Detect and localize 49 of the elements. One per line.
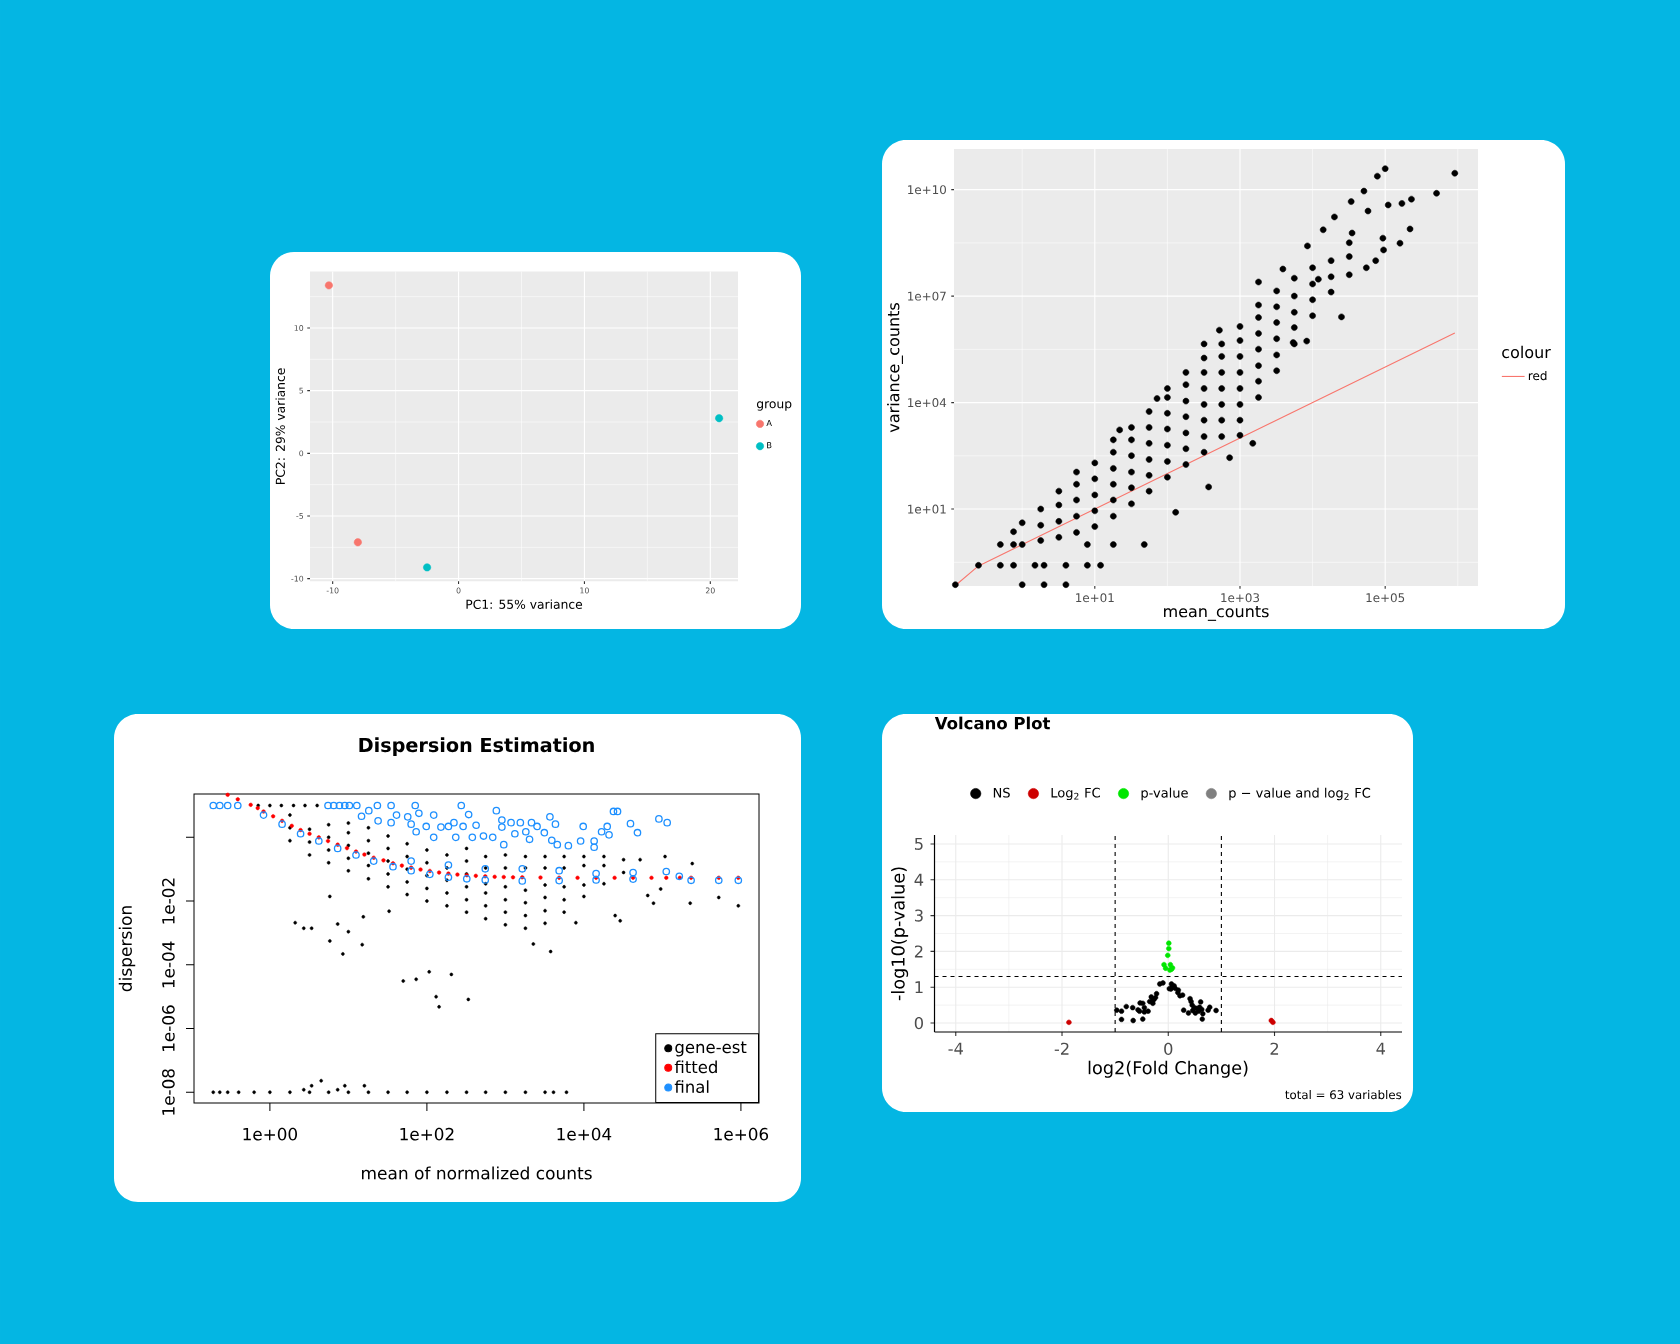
x-tick-label: 1e+04 — [557, 1127, 612, 1141]
chart-title: Dispersion Estimation — [359, 737, 594, 756]
x-tick-label: 1e+05 — [1366, 593, 1405, 603]
x-tick-label: 2 — [1270, 1042, 1279, 1055]
x-tick-label: 4 — [1376, 1042, 1386, 1055]
text: total = 63 variables — [1285, 1090, 1402, 1100]
x-tick-label: 1e+00 — [243, 1127, 297, 1141]
x-axis-title: mean of normalized counts — [362, 1166, 592, 1180]
x-axis-title: mean_counts — [1164, 605, 1269, 621]
x-tick-label: -4 — [948, 1042, 963, 1055]
y-tick-label: 1e-04 — [162, 941, 175, 988]
y-tick-label: 2 — [914, 945, 923, 958]
y-tick-label: 3 — [914, 909, 923, 922]
x-tick-label: 0 — [1164, 1042, 1173, 1055]
y-axis-title: PC2: 29% variance — [275, 368, 285, 484]
y-tick-label: 4 — [914, 873, 924, 886]
legend-label: Log$_{2}$ FC — [1051, 787, 1100, 801]
y-tick-label: 0 — [914, 1016, 923, 1030]
chart-title: Volcano Plot — [934, 716, 1051, 730]
legend-label: gene-est — [675, 1041, 747, 1057]
y-tick-label: 5 — [914, 837, 923, 850]
y-tick-label: 1e+01 — [908, 504, 946, 514]
x-tick-label: 1e+01 — [1076, 593, 1114, 603]
y-tick-label: 1e+10 — [908, 185, 946, 195]
y-axis-title: variance_counts — [887, 303, 903, 433]
legend-title: colour — [1502, 345, 1551, 359]
legend-label: A — [766, 419, 772, 426]
legend-label: NS — [993, 787, 1010, 798]
legend-title: group — [756, 401, 792, 411]
y-tick-label: 1e-02 — [162, 878, 175, 924]
legend-label: final — [674, 1080, 709, 1094]
legend-label: fitted — [674, 1060, 717, 1074]
legend-label: p − value and log$_{2}$ FC — [1229, 787, 1371, 801]
legend-label: p-value — [1141, 787, 1188, 801]
x-tick-label: -2 — [1054, 1042, 1069, 1055]
x-tick-label: 1e+02 — [400, 1127, 454, 1141]
y-axis-title: dispersion — [118, 906, 136, 992]
legend-label: red — [1528, 370, 1547, 381]
x-tick-label: 1e+06 — [714, 1127, 769, 1141]
legend-label: B — [767, 442, 772, 449]
y-tick-label: 1e-08 — [162, 1069, 175, 1115]
y-tick-label: 1e+04 — [908, 398, 947, 408]
y-tick-label: 1e+07 — [908, 291, 946, 301]
y-tick-label: 1 — [915, 981, 923, 994]
x-tick-label: 1e+03 — [1221, 593, 1260, 603]
x-axis-title: PC1: 55% variance — [466, 599, 583, 609]
y-axis-title: -log10(p-value) — [891, 867, 909, 1001]
x-axis-title: log2(Fold Change) — [1088, 1060, 1248, 1078]
y-tick-label: 1e-06 — [162, 1005, 175, 1051]
